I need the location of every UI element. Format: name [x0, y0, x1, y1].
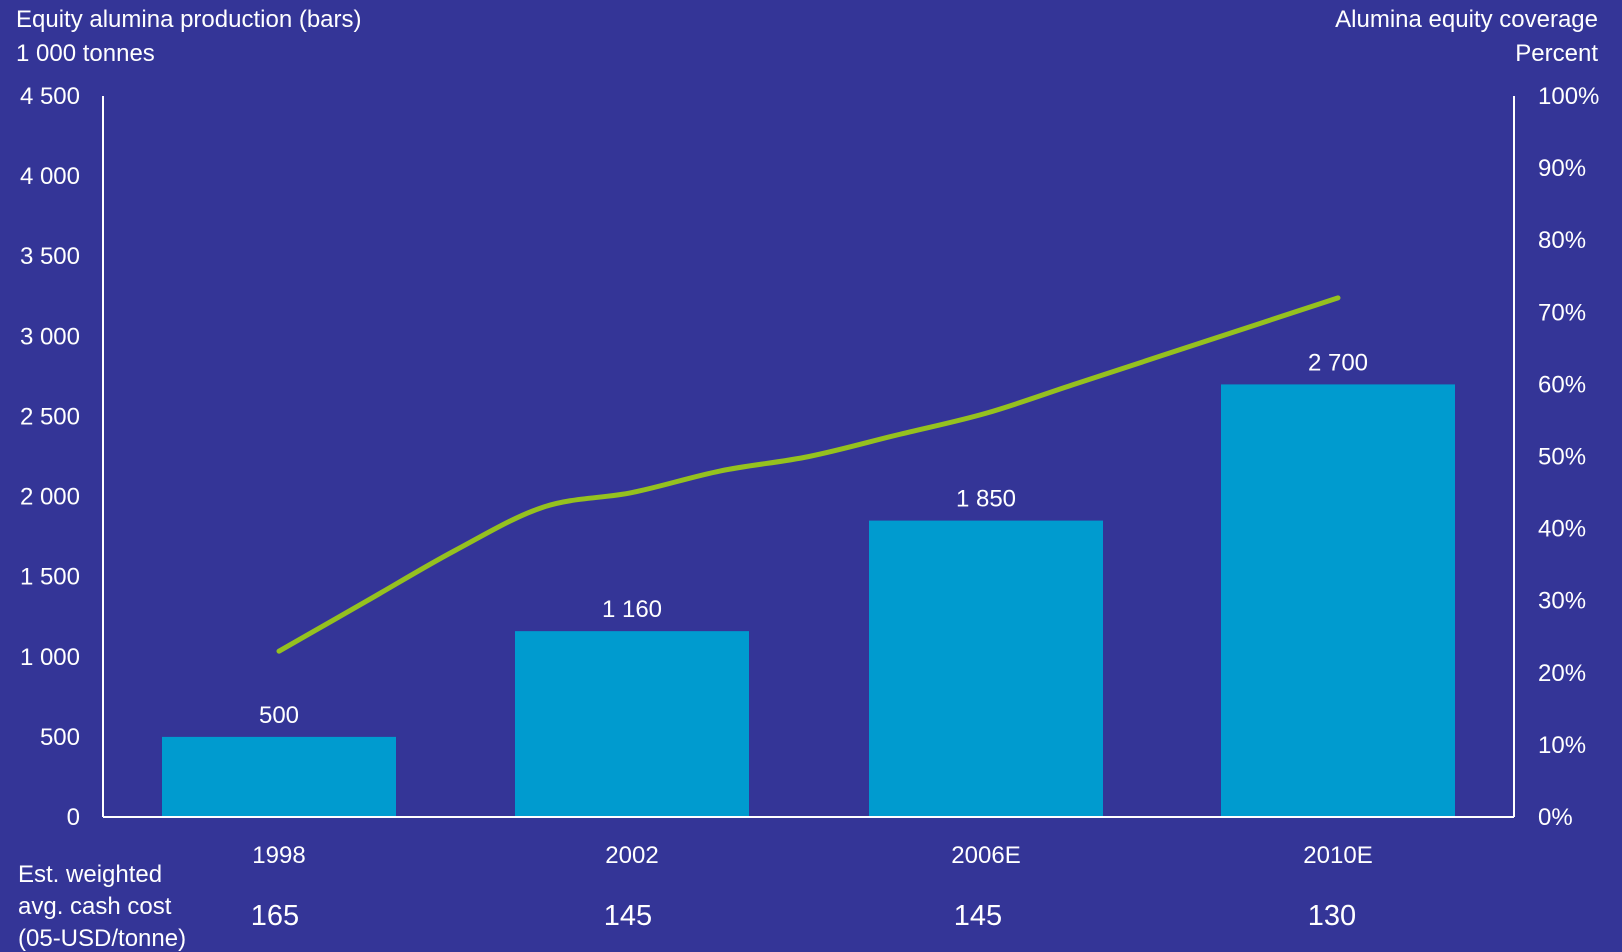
labels-layer: 500 1 160 1 850 2 700 0 500 1 000 1 500 2 000 2 5…: [20, 83, 1599, 932]
x-tick-label: 2002: [605, 842, 658, 869]
left-axis-unit: 1 000 tonnes: [16, 40, 155, 67]
left-tick-label: 500: [40, 724, 80, 751]
right-tick-label: 50%: [1538, 444, 1586, 471]
right-tick-label: 70%: [1538, 299, 1586, 326]
right-tick-label: 80%: [1538, 227, 1586, 254]
left-tick-label: 2 000: [20, 484, 80, 511]
right-tick-label: 100%: [1538, 83, 1599, 110]
right-tick-label: 60%: [1538, 371, 1586, 398]
bar-value-label: 2 700: [1308, 349, 1368, 376]
coverage-line: [276, 295, 1341, 654]
cost-value: 165: [251, 900, 299, 932]
bar: [162, 736, 396, 817]
line-layer: [276, 295, 1341, 654]
cost-label-line: Est. weighted: [18, 861, 163, 888]
bar: [1221, 384, 1455, 817]
cost-value: 130: [1308, 900, 1356, 932]
bars-layer: [162, 384, 1455, 817]
left-tick-label: 0: [67, 804, 80, 831]
left-axis-title: Equity alumina production (bars): [16, 6, 362, 33]
cost-label-line: (05-USD/tonne): [18, 925, 187, 952]
right-tick-label: 0%: [1538, 804, 1573, 831]
cost-label-line: avg. cash cost: [18, 893, 172, 920]
left-tick-label: 3 500: [20, 243, 80, 270]
cost-value: 145: [604, 900, 652, 932]
right-axis-title: Alumina equity coverage: [1335, 6, 1598, 33]
left-tick-label: 1 500: [20, 564, 80, 591]
bar-value-label: 500: [259, 702, 299, 729]
bar: [869, 520, 1103, 817]
right-tick-label: 30%: [1538, 588, 1586, 615]
bar: [515, 631, 749, 817]
x-tick-label: 2006E: [951, 842, 1020, 869]
x-tick-label: 1998: [252, 842, 305, 869]
cost-value: 145: [954, 900, 1002, 932]
right-tick-label: 40%: [1538, 516, 1586, 543]
left-tick-label: 3 000: [20, 323, 80, 350]
right-axis-unit: Percent: [1515, 40, 1598, 67]
axes-layer: [102, 96, 1515, 818]
right-tick-label: 90%: [1538, 155, 1586, 182]
left-tick-label: 1 000: [20, 644, 80, 671]
bar-value-label: 1 160: [602, 596, 662, 623]
left-tick-label: 4 000: [20, 163, 80, 190]
right-tick-label: 20%: [1538, 660, 1586, 687]
right-tick-label: 10%: [1538, 732, 1586, 759]
bar-value-label: 1 850: [956, 486, 1016, 513]
left-tick-label: 4 500: [20, 83, 80, 110]
x-tick-label: 2010E: [1303, 842, 1372, 869]
cost-row-label: Est. weighted avg. cash cost (05-USD/ton…: [18, 859, 186, 952]
left-tick-label: 2 500: [20, 403, 80, 430]
